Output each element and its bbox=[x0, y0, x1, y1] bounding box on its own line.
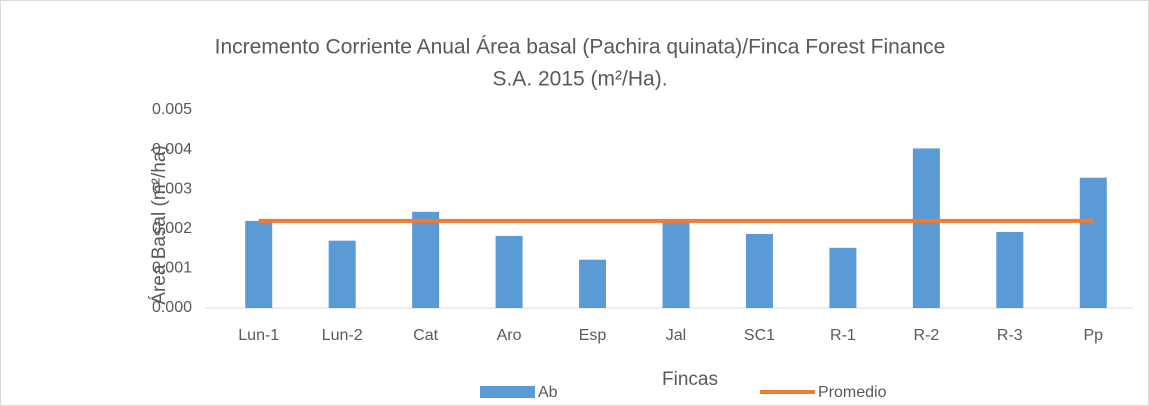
chart-title: S.A. 2015 (m²/Ha). bbox=[492, 68, 667, 91]
x-tick-label: SC1 bbox=[744, 327, 775, 344]
bar bbox=[328, 240, 356, 308]
x-tick-label: Aro bbox=[497, 327, 522, 344]
x-tick-label: Pp bbox=[1083, 327, 1103, 344]
bar bbox=[745, 233, 773, 308]
x-tick-label: Lun-1 bbox=[238, 327, 279, 344]
x-tick-label: Cat bbox=[413, 327, 438, 344]
y-tick-label: 0.002 bbox=[152, 220, 192, 237]
x-axis-label: Fincas bbox=[662, 369, 718, 390]
x-tick-label: R-2 bbox=[913, 327, 939, 344]
bar bbox=[829, 247, 857, 308]
legend-label: Promedio bbox=[818, 384, 887, 401]
bar bbox=[912, 148, 940, 308]
bar bbox=[245, 220, 273, 308]
x-tick-label: R-3 bbox=[997, 327, 1023, 344]
bar bbox=[412, 211, 440, 308]
chart-title: Incremento Corriente Anual Área basal (P… bbox=[215, 36, 946, 59]
x-tick-label: Jal bbox=[666, 327, 686, 344]
bar bbox=[1079, 177, 1107, 308]
legend-swatch bbox=[480, 386, 535, 398]
y-tick-label: 0.000 bbox=[152, 299, 192, 316]
legend-label: Ab bbox=[538, 384, 558, 401]
y-tick-label: 0.001 bbox=[152, 260, 192, 277]
bar bbox=[495, 235, 523, 308]
bar bbox=[996, 231, 1024, 308]
x-tick-label: Lun-2 bbox=[322, 327, 363, 344]
x-tick-label: R-1 bbox=[830, 327, 856, 344]
bar bbox=[579, 259, 607, 308]
y-tick-label: 0.003 bbox=[152, 180, 192, 197]
y-tick-label: 0.004 bbox=[152, 141, 192, 158]
y-tick-label: 0.005 bbox=[152, 101, 192, 118]
bar bbox=[662, 220, 690, 308]
y-axis-label: Área Basal (m²/ha) bbox=[149, 145, 170, 304]
x-tick-label: Esp bbox=[579, 327, 607, 344]
